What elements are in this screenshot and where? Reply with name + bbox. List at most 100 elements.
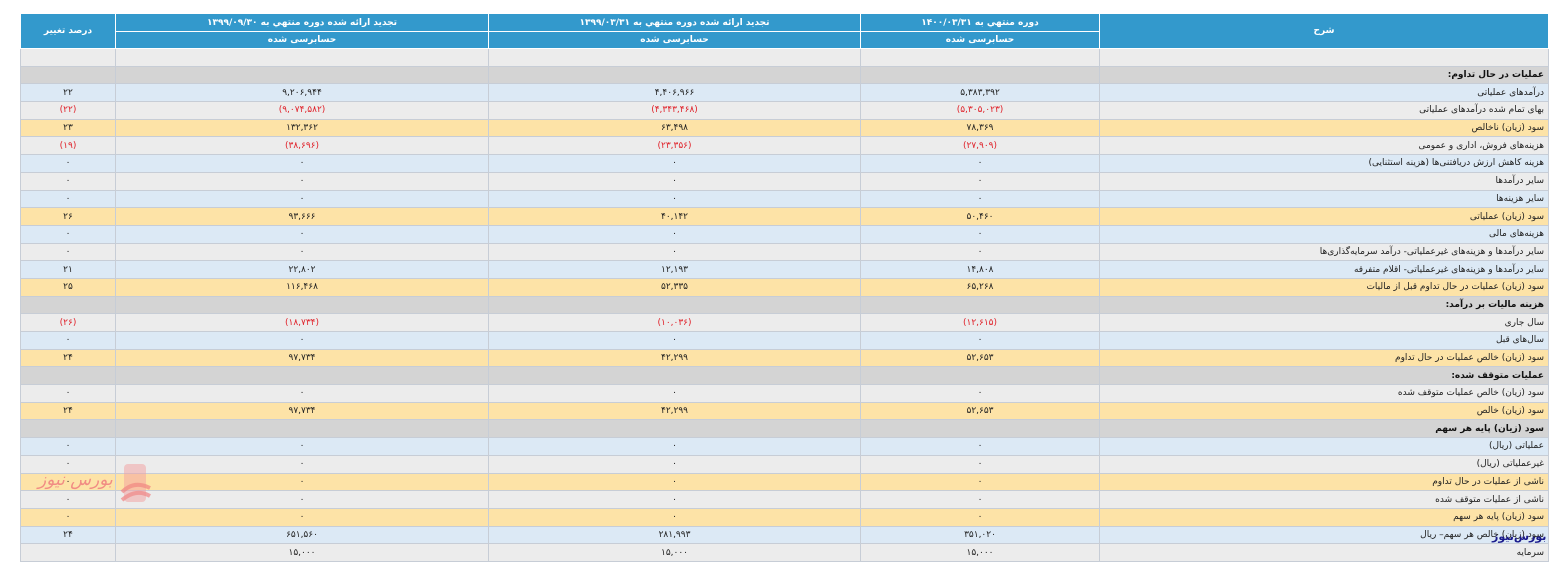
table-row: سود (زیان) ناخالص ۷۸,۳۶۹ ۶۳,۴۹۸ ۱۳۲,۳۶۲ ۲۳	[20, 118, 1549, 138]
value-1399-09	[115, 65, 489, 85]
value-change-percent: ۰	[20, 437, 116, 456]
value-1399-09: ۹۷,۷۳۴	[115, 348, 489, 368]
row-description: بهای تمام شده درآمدهای عملیاتی	[1099, 101, 1549, 120]
row-description: سود (زیان) خالص هر سهم– ریال	[1099, 525, 1549, 545]
header-row: شرح دوره منتهي به ۱۴۰۰/۰۳/۳۱ تجدید ارائه…	[20, 13, 1549, 49]
value-change-percent	[20, 295, 116, 315]
value-1400	[860, 295, 1100, 315]
header-description: شرح	[1099, 13, 1549, 49]
table-row: سود (زیان) پایه هر سهم ۰ ۰ ۰ ۰	[20, 507, 1549, 527]
value-1400	[860, 419, 1100, 439]
row-description: سال جاری	[1099, 313, 1549, 332]
value-1399-09: ۰	[115, 189, 489, 209]
value-change-percent: (۲۶)	[20, 313, 116, 332]
value-change-percent: ۲۴	[20, 348, 116, 368]
value-change-percent: ۰	[20, 154, 116, 173]
value-1399-03: ۲۸۱,۹۹۳	[488, 525, 861, 545]
value-1399-09: ۰	[115, 331, 489, 350]
value-1399-03: ۰	[488, 171, 861, 191]
value-1399-03: ۰	[488, 154, 861, 173]
value-1400: ۰	[860, 472, 1100, 492]
value-1399-03: ۴۲,۲۹۹	[488, 348, 861, 368]
row-description: غیرعملیاتی (ریال)	[1099, 454, 1549, 474]
value-change-percent: ۰	[20, 384, 116, 403]
value-1399-03: ۶۳,۴۹۸	[488, 118, 861, 138]
value-1399-09: ۰	[115, 437, 489, 456]
value-change-percent	[20, 65, 116, 85]
value-1399-09: ۹۳,۶۶۶	[115, 207, 489, 226]
row-description: سود (زیان) خالص عملیات متوقف شده	[1099, 384, 1549, 403]
value-1400: (۲۷,۹۰۹)	[860, 136, 1100, 156]
row-description	[1099, 48, 1549, 67]
value-1399-03: ۰	[488, 331, 861, 350]
value-1400: ۶۵,۲۶۸	[860, 277, 1100, 297]
value-1399-09: ۹۷,۷۳۴	[115, 401, 489, 421]
table-body: عملیات در حال تداوم: درآمدهای عملیاتی ۵,۳۸…	[20, 48, 1549, 562]
row-description: سرمایه	[1099, 543, 1549, 562]
section-header-row: عملیات در حال تداوم:	[20, 65, 1549, 85]
table-row: سود (زیان) خالص عملیات متوقف شده ۰ ۰ ۰ ۰	[20, 384, 1549, 403]
value-1400: ۷۸,۳۶۹	[860, 118, 1100, 138]
table-row: سایر درآمدها و هزینه‌های غیرعملیاتی- اقل…	[20, 260, 1549, 279]
value-change-percent: ۲۱	[20, 260, 116, 279]
value-1400: ۱۴,۸۰۸	[860, 260, 1100, 279]
value-1400: ۰	[860, 224, 1100, 244]
section-header-row: هزینه مالیات بر درآمد:	[20, 295, 1549, 315]
value-1399-03: ۰	[488, 437, 861, 456]
row-description: سود (زیان) عملیات در حال تداوم قبل از ما…	[1099, 277, 1549, 297]
value-1399-09: ۰	[115, 154, 489, 173]
table-row: درآمدهای عملیاتی ۵,۳۸۳,۳۹۲ ۴,۴۰۶,۹۶۶ ۹,۲۰۶,…	[20, 83, 1549, 103]
row-description: سایر درآمدها و هزینه‌های غیرعملیاتی- اقل…	[1099, 260, 1549, 279]
value-1399-09: ۱۳۲,۳۶۲	[115, 118, 489, 138]
value-1399-03: ۴۲,۲۹۹	[488, 401, 861, 421]
value-1400: ۰	[860, 454, 1100, 474]
header-period-1399-03: تجدید ارائه شده دوره منتهي به ۱۳۹۹/۰۳/۳۱	[488, 13, 861, 32]
value-change-percent: ۰	[20, 189, 116, 209]
row-description: سود (زیان) پایه هر سهم	[1099, 507, 1549, 527]
value-1400: ۰	[860, 437, 1100, 456]
header-period-1400: دوره منتهي به ۱۴۰۰/۰۳/۳۱	[860, 13, 1100, 32]
row-description: هزینه مالیات بر درآمد:	[1099, 295, 1549, 315]
value-1399-09: ۱۱۶,۴۶۸	[115, 277, 489, 297]
value-1399-09: ۰	[115, 454, 489, 474]
watermark-swoosh-icon	[120, 464, 151, 502]
value-change-percent	[20, 48, 116, 67]
header-change-percent: درصد تغییر	[20, 13, 116, 49]
value-1399-03: ۰	[488, 490, 861, 509]
table-row: ناشی از عملیات در حال تداوم ۰ ۰ ۰ ۰	[20, 472, 1549, 492]
value-1399-03	[488, 295, 861, 315]
value-change-percent: ۰	[20, 472, 116, 492]
audit-status-1400: حسابرسی شده	[860, 31, 1100, 49]
value-1400: ۰	[860, 331, 1100, 350]
header-audit-row: حسابرسی شده حسابرسی شده حسابرسی شده	[21, 31, 1549, 49]
value-1400: ۵۲,۶۵۳	[860, 348, 1100, 368]
row-description: ناشی از عملیات متوقف شده	[1099, 490, 1549, 509]
table-row: هزینه‌های مالی ۰ ۰ ۰ ۰	[20, 224, 1549, 244]
value-1399-03: (۱۰,۰۳۶)	[488, 313, 861, 332]
row-description: عملیات در حال تداوم:	[1099, 65, 1549, 85]
table-row	[20, 48, 1549, 67]
section-header-row: عملیات متوقف شده:	[20, 366, 1549, 386]
value-change-percent: ۰	[20, 171, 116, 191]
value-change-percent: (۲۲)	[20, 101, 116, 120]
row-description: سود (زیان) خالص عملیات در حال تداوم	[1099, 348, 1549, 368]
value-change-percent: ۲۴	[20, 525, 116, 545]
value-1400: ۳۵۱,۰۲۰	[860, 525, 1100, 545]
value-1399-09: ۰	[115, 384, 489, 403]
audit-status-1399-09: حسابرسی شده	[115, 31, 489, 49]
row-description: سایر هزینه‌ها	[1099, 189, 1549, 209]
value-1399-09: (۳۸,۶۹۶)	[115, 136, 489, 156]
value-change-percent: ۲۲	[20, 83, 116, 103]
row-description: سود (زیان) ناخالص	[1099, 118, 1549, 138]
row-description: هزینه کاهش ارزش دریافتنی‌ها (هزینه استثن…	[1099, 154, 1549, 173]
value-1399-09: ۰	[115, 224, 489, 244]
value-1400	[860, 48, 1100, 67]
row-description: سود (زیان) پایه هر سهم	[1099, 419, 1549, 439]
table-row: سود (زیان) خالص هر سهم– ریال ۳۵۱,۰۲۰ ۲۸۱,۹…	[20, 525, 1549, 545]
table-row: سود (زیان) خالص ۵۲,۶۵۳ ۴۲,۲۹۹ ۹۷,۷۳۴ ۲۴	[20, 401, 1549, 421]
watermark-logo: بورس نیوز	[38, 462, 153, 510]
row-description: درآمدهای عملیاتی	[1099, 83, 1549, 103]
row-description: عملیاتی (ریال)	[1099, 437, 1549, 456]
value-1400: ۰	[860, 490, 1100, 509]
value-change-percent	[20, 543, 116, 562]
